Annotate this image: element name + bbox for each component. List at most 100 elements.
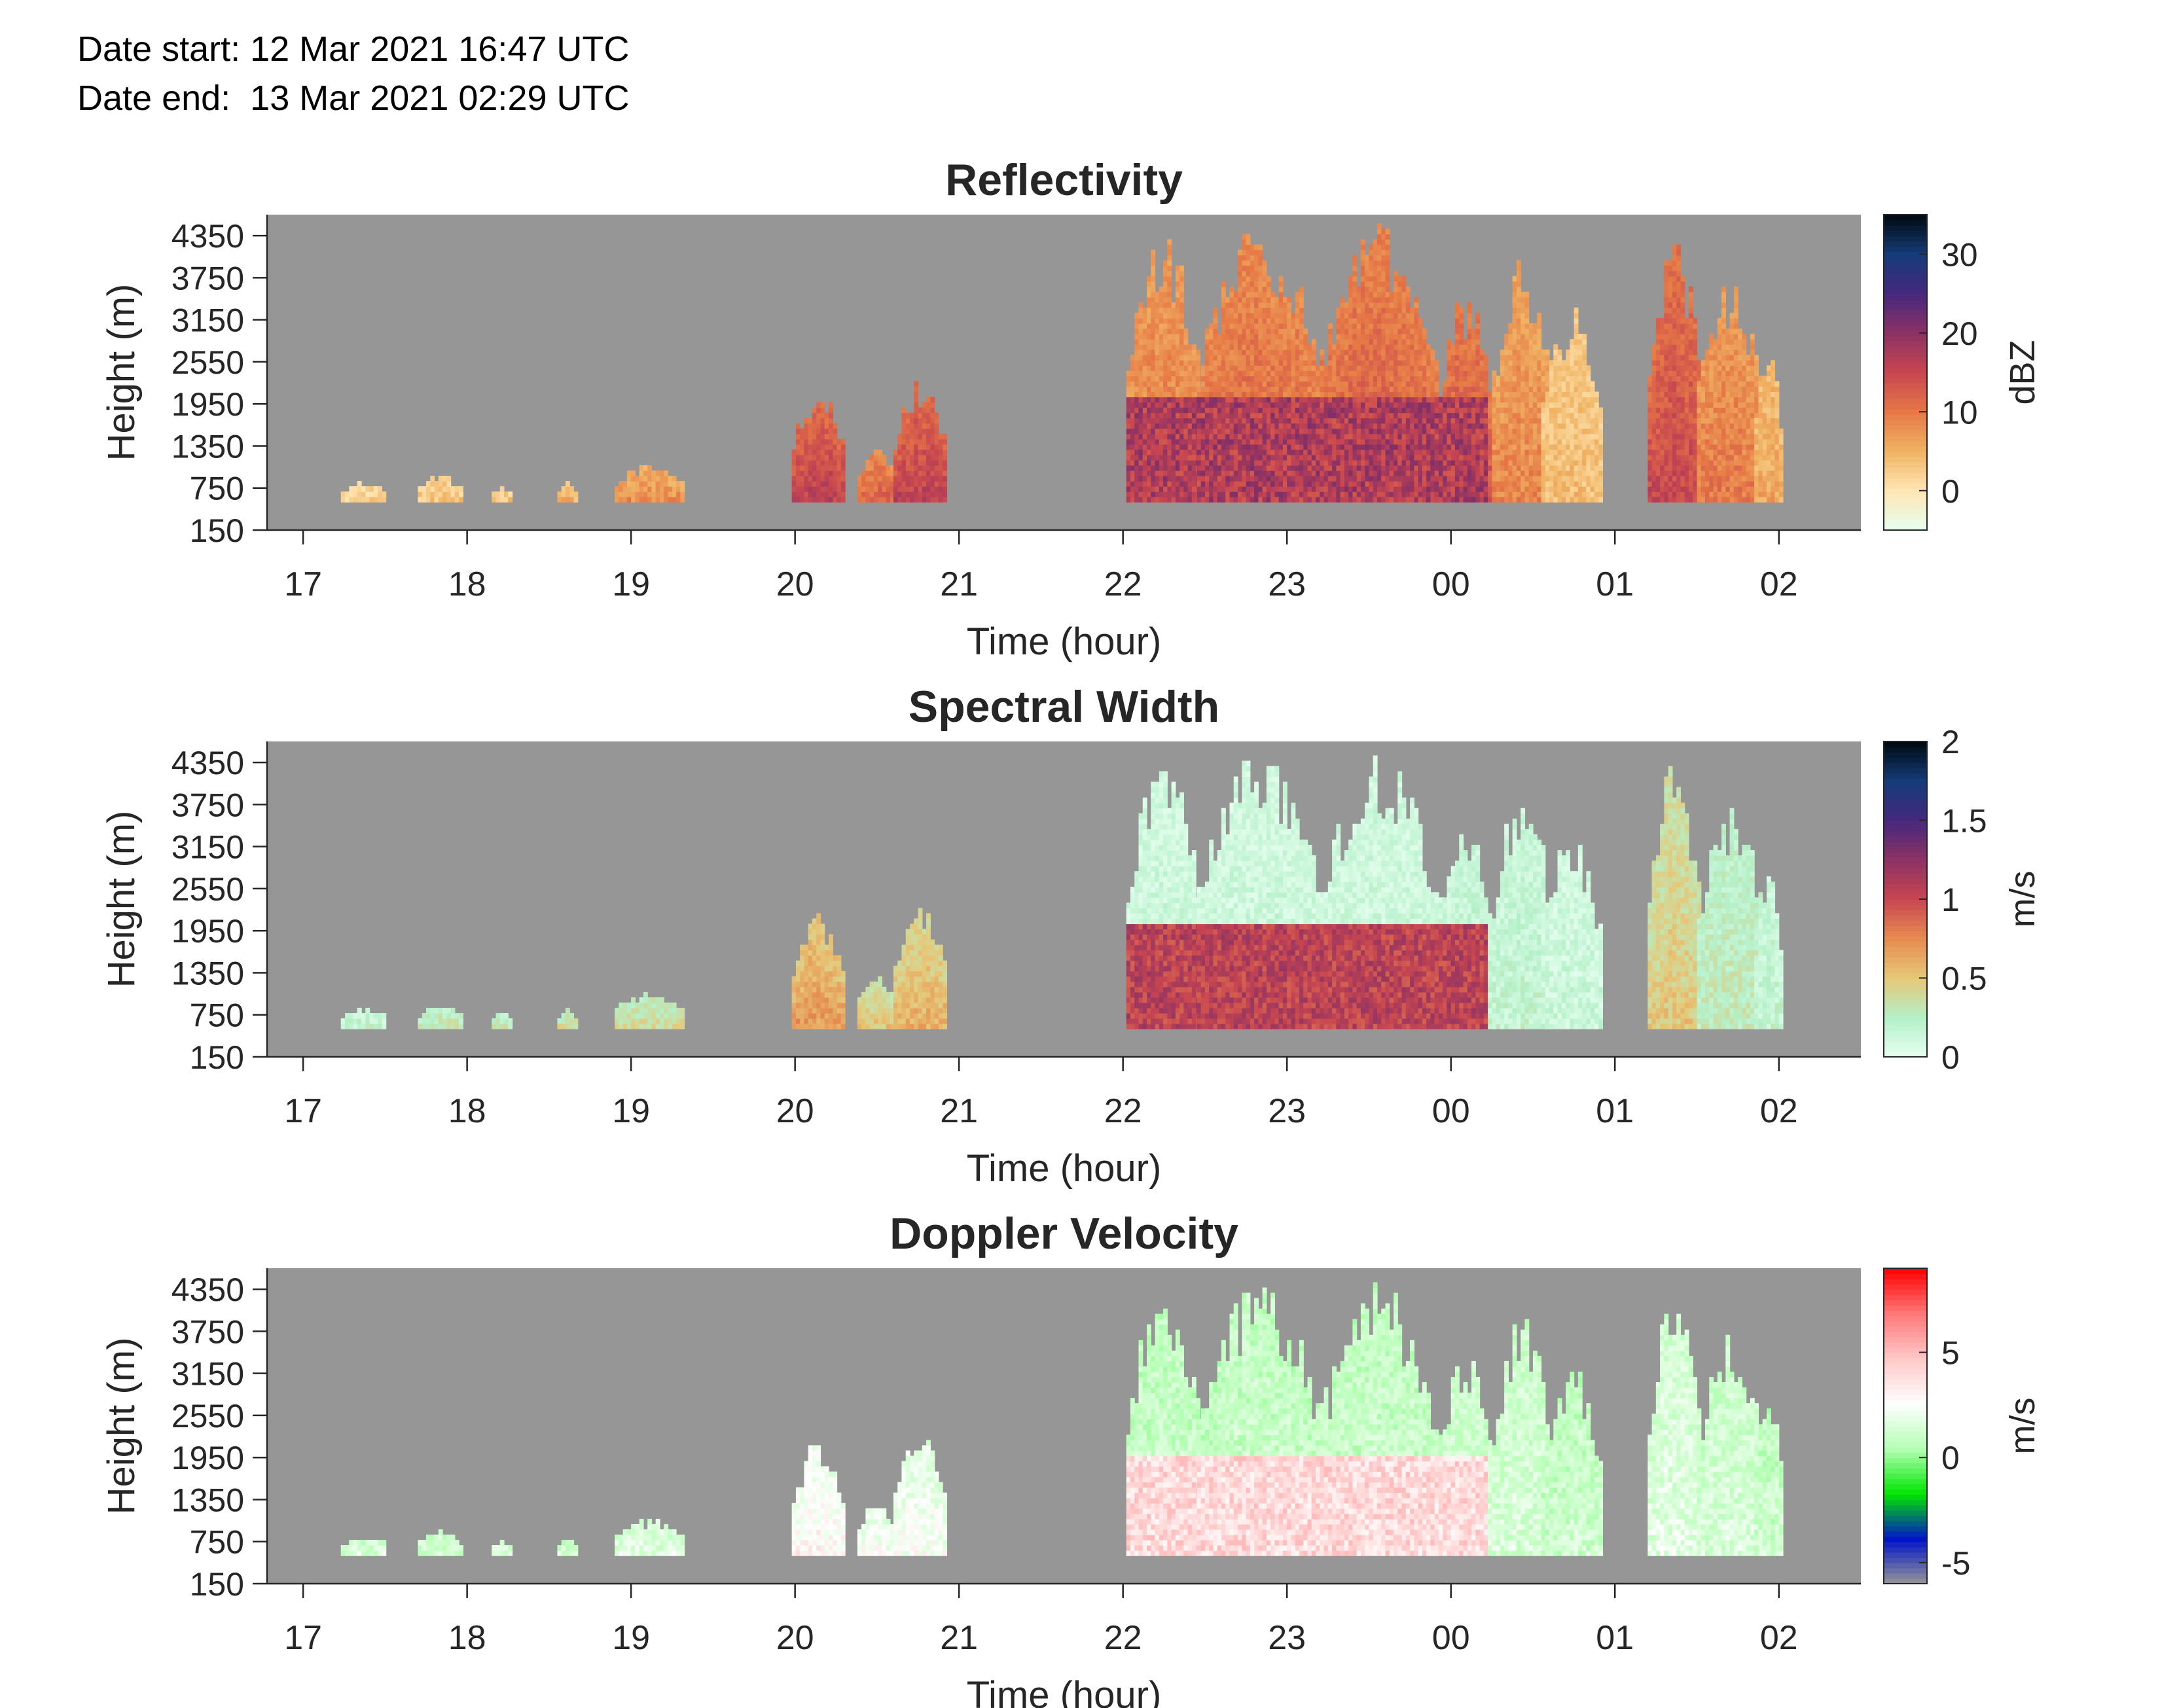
echo-cell <box>1159 349 1164 355</box>
echo-cell <box>1274 339 1280 345</box>
echo-cell <box>1385 255 1390 261</box>
echo-cell <box>1266 433 1271 440</box>
echo-cell <box>878 497 883 503</box>
echo-cell <box>1258 260 1263 266</box>
echo-cell <box>1512 329 1517 334</box>
echo-cell <box>1323 370 1329 376</box>
echo-cell <box>1577 475 1583 482</box>
echo-cell <box>1209 381 1214 387</box>
echo-cell <box>1549 497 1554 503</box>
echo-cell <box>1327 438 1333 445</box>
echo-cell <box>1295 334 1300 340</box>
echo-cell <box>910 465 914 471</box>
echo-cell <box>1287 323 1292 329</box>
echo-cell <box>914 486 919 492</box>
echo-cell <box>922 481 927 487</box>
echo-cell <box>1475 349 1481 355</box>
echo-cell <box>1467 481 1472 487</box>
echo-cell <box>1479 355 1485 361</box>
echo-cell <box>833 454 838 461</box>
echo-cell <box>1414 481 1419 487</box>
echo-cell <box>1266 360 1271 366</box>
echo-cell <box>1291 454 1296 461</box>
echo-cell <box>1307 397 1312 403</box>
echo-cell <box>1561 402 1566 408</box>
echo-cell <box>1213 475 1218 482</box>
echo-cell <box>1159 334 1164 340</box>
echo-cell <box>1242 281 1247 287</box>
echo-cell <box>1483 459 1488 466</box>
echo-cell <box>1332 491 1337 497</box>
echo-cell <box>1524 323 1530 329</box>
echo-cell <box>1414 370 1419 376</box>
echo-cell <box>1524 344 1530 350</box>
echo-cell <box>1191 428 1197 435</box>
echo-cell <box>1397 286 1403 293</box>
echo-cell <box>1291 475 1296 482</box>
echo-cell <box>1414 339 1419 345</box>
echo-cell <box>1405 449 1411 455</box>
echo-cell <box>1336 339 1341 345</box>
echo-cell <box>1134 365 1140 371</box>
echo-cell <box>1360 433 1365 440</box>
echo-cell <box>1270 481 1276 487</box>
echo-cell <box>1323 433 1329 440</box>
echo-cell <box>1577 459 1583 466</box>
echo-cell <box>1471 481 1476 487</box>
echo-cell <box>1250 270 1255 277</box>
echo-cell <box>1405 428 1411 435</box>
echo-cell <box>1320 407 1325 414</box>
echo-cell <box>1175 286 1180 293</box>
echo-cell <box>1500 365 1505 371</box>
echo-cell <box>1163 370 1168 376</box>
echo-cell <box>1582 402 1587 408</box>
echo-cell <box>1397 355 1403 361</box>
echo-cell <box>1549 423 1554 429</box>
echo-cell <box>1553 449 1558 455</box>
echo-cell <box>1278 286 1284 293</box>
echo-cell <box>1163 349 1168 355</box>
echo-cell <box>1401 276 1407 282</box>
echo-cell <box>1574 465 1579 471</box>
echo-cell <box>639 481 644 487</box>
echo-cell <box>1142 312 1147 319</box>
echo-cell <box>1282 381 1287 387</box>
echo-cell <box>1348 481 1354 487</box>
echo-cell <box>1373 270 1378 277</box>
echo-cell <box>1221 329 1226 334</box>
echo-cell <box>1450 386 1456 393</box>
echo-cell <box>1229 423 1234 429</box>
echo-cell <box>1142 459 1147 466</box>
echo-cell <box>1167 486 1172 492</box>
echo-cell <box>1287 381 1292 387</box>
echo-cell <box>1291 465 1296 471</box>
echo-cell <box>1373 433 1378 440</box>
echo-cell <box>643 470 648 476</box>
echo-cell <box>1291 433 1296 440</box>
echo-cell <box>1134 418 1140 424</box>
echo-cell <box>1471 418 1476 424</box>
echo-cell <box>1369 244 1374 251</box>
echo-cell <box>1254 397 1259 403</box>
echo-cell <box>1537 407 1542 414</box>
echo-cell <box>1566 386 1570 393</box>
echo-cell <box>1475 407 1481 414</box>
echo-cell <box>930 444 935 450</box>
echo-cell <box>1541 360 1546 366</box>
echo-cell <box>1352 255 1358 261</box>
echo-cell <box>1266 397 1271 403</box>
echo-cell <box>1287 397 1292 403</box>
echo-cell <box>791 497 797 503</box>
echo-cell <box>1167 281 1172 287</box>
echo-cell <box>1438 491 1443 497</box>
echo-cell <box>1557 370 1562 376</box>
echo-cell <box>1410 444 1414 450</box>
echo-cell <box>878 470 883 476</box>
echo-cell <box>938 465 943 471</box>
echo-cell <box>1360 349 1365 355</box>
echo-cell <box>1320 412 1325 419</box>
echo-cell <box>869 481 874 487</box>
echo-cell <box>1430 391 1435 398</box>
echo-cell <box>1524 391 1530 398</box>
echo-cell <box>1397 323 1403 329</box>
